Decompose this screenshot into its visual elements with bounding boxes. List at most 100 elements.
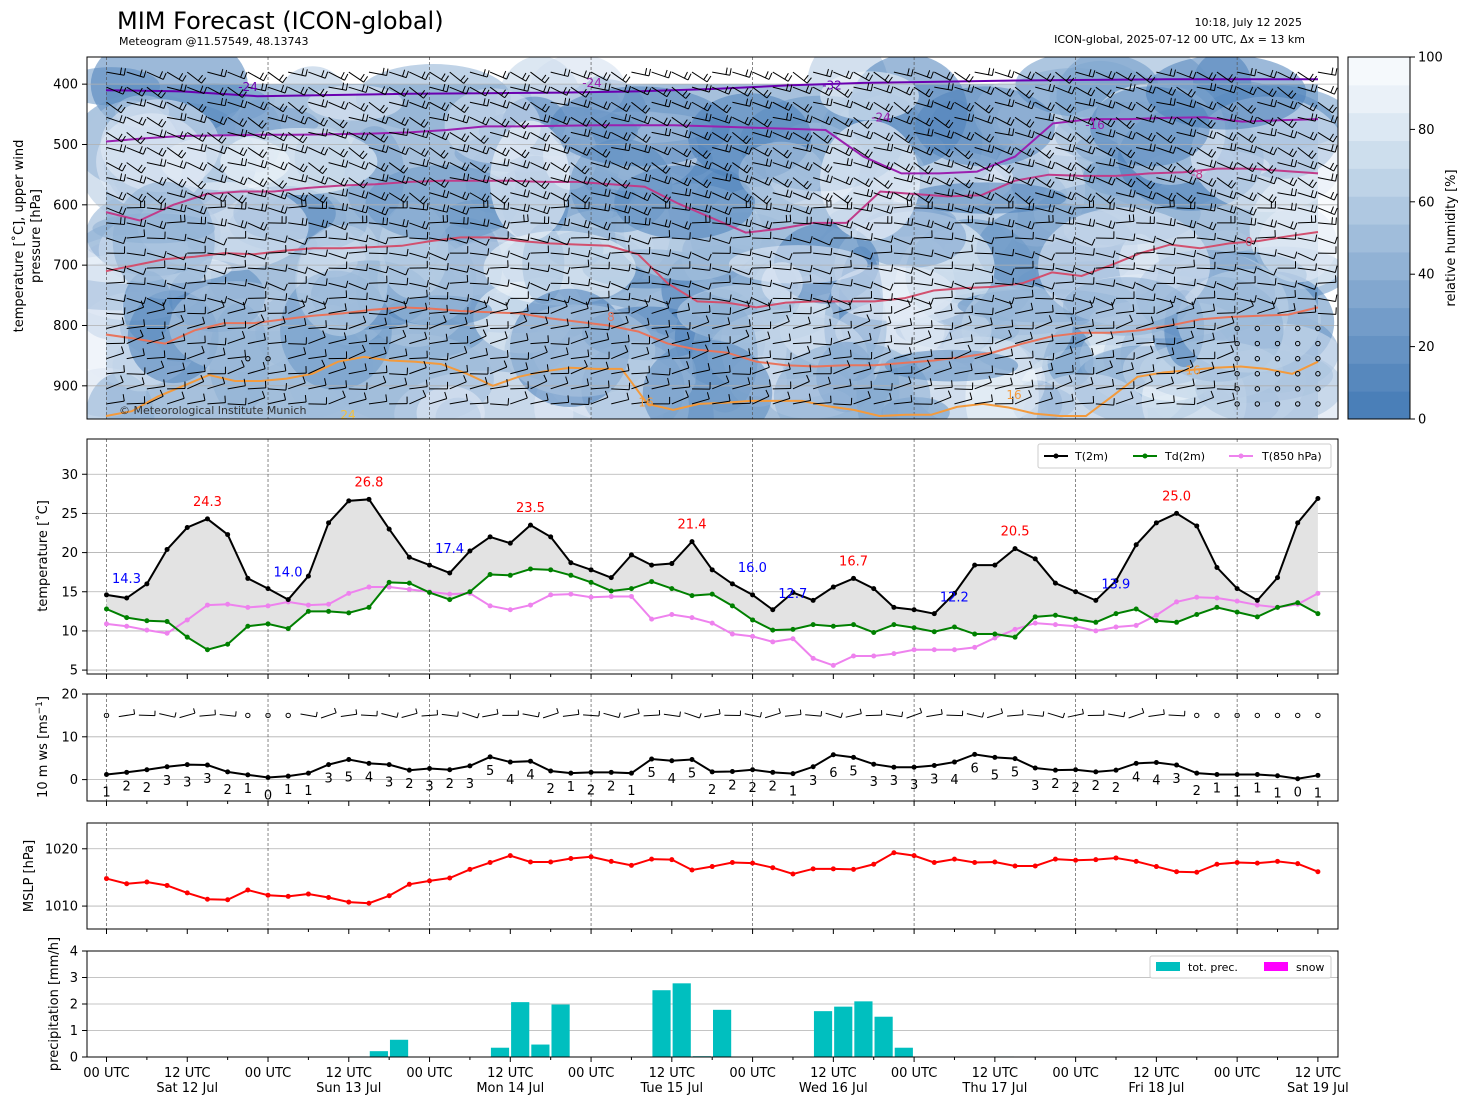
surface-wind-barb bbox=[1047, 712, 1066, 719]
series-td2m-point bbox=[527, 566, 533, 572]
wind-barb bbox=[389, 277, 409, 286]
humidity-cell bbox=[642, 339, 773, 419]
wind-barb bbox=[873, 282, 894, 291]
surface-wind-barb bbox=[1087, 710, 1105, 717]
isotherm-label: 16 bbox=[638, 396, 653, 410]
wind-barb bbox=[1277, 159, 1298, 168]
wind-barb bbox=[510, 281, 531, 289]
wind-barb bbox=[772, 282, 793, 290]
wind-barb bbox=[267, 235, 288, 243]
wind-barb bbox=[227, 320, 247, 329]
precip-bar bbox=[551, 1004, 570, 1057]
wind-barb bbox=[812, 132, 833, 144]
wind-barb bbox=[409, 71, 430, 81]
wind-barb bbox=[1277, 251, 1298, 259]
wind-barb bbox=[207, 199, 226, 209]
wind-barb bbox=[126, 162, 146, 174]
wind-barb bbox=[126, 218, 147, 228]
wind-barb bbox=[1237, 217, 1257, 226]
wind-barb bbox=[530, 245, 549, 254]
wind-barb bbox=[550, 366, 570, 375]
chart-title: MIM Forecast (ICON-global) bbox=[117, 7, 444, 35]
wind-barb bbox=[974, 86, 995, 95]
wind-barb bbox=[227, 201, 247, 210]
wind-barb bbox=[1035, 304, 1054, 314]
humidity-cell bbox=[961, 283, 1073, 372]
wind-barb bbox=[1075, 162, 1095, 174]
series-t2m-point bbox=[709, 567, 715, 573]
wind-barb bbox=[287, 101, 307, 114]
wind-barb bbox=[1196, 116, 1216, 129]
wind-barb bbox=[267, 101, 288, 113]
wind-barb bbox=[126, 296, 147, 305]
wind-barb bbox=[692, 382, 711, 390]
series-td2m-point bbox=[265, 621, 271, 627]
wind-barb bbox=[489, 297, 510, 306]
wind-barb bbox=[267, 161, 288, 171]
wind-barb bbox=[1055, 316, 1074, 329]
wind-barb bbox=[146, 331, 165, 345]
windspeed-point bbox=[124, 769, 130, 775]
calm-marker bbox=[1274, 325, 1281, 332]
y-tick-label: 3 bbox=[70, 971, 78, 986]
windspeed-label: 2 bbox=[123, 779, 131, 794]
y-tick-label: 1 bbox=[70, 1024, 78, 1039]
wind-barb bbox=[1156, 218, 1176, 227]
windspeed-label: 2 bbox=[748, 781, 756, 796]
wind-barb bbox=[1115, 71, 1136, 82]
mslp-point bbox=[568, 856, 574, 862]
wind-barb bbox=[308, 359, 326, 375]
wind-barb bbox=[510, 203, 530, 213]
wind-barb bbox=[550, 299, 568, 314]
wind-barb bbox=[651, 162, 671, 174]
wind-barb bbox=[974, 237, 995, 245]
wind-barb bbox=[1095, 279, 1116, 287]
wind-barb bbox=[348, 392, 367, 405]
wind-barb bbox=[732, 132, 752, 145]
wind-barb bbox=[1216, 334, 1236, 345]
wind-barb bbox=[913, 116, 934, 127]
wind-barb bbox=[732, 200, 751, 209]
series-td2m-point bbox=[750, 617, 756, 623]
wind-barb bbox=[914, 397, 933, 405]
wind-barb bbox=[1014, 147, 1035, 157]
wind-barb bbox=[1297, 204, 1318, 213]
wind-barb bbox=[106, 294, 126, 302]
wind-barb bbox=[1135, 374, 1153, 390]
wind-barb bbox=[631, 144, 652, 154]
wind-barb bbox=[570, 86, 591, 98]
wind-barb bbox=[409, 100, 430, 110]
wind-barb bbox=[974, 162, 995, 172]
windspeed-label: 2 bbox=[446, 777, 454, 792]
wind-barb bbox=[449, 85, 470, 95]
calm-marker bbox=[1234, 355, 1240, 362]
time-tick-label: 12 UTC bbox=[326, 1066, 372, 1081]
wind-barb bbox=[348, 344, 366, 360]
wind-barb bbox=[267, 293, 288, 301]
wind-barb bbox=[328, 203, 348, 212]
wind-barb bbox=[1156, 116, 1177, 125]
series-t2m-point bbox=[689, 539, 695, 545]
windspeed-label: 1 bbox=[1314, 786, 1322, 801]
wind-barb bbox=[389, 396, 408, 405]
series-t2m-point bbox=[1153, 520, 1159, 526]
wind-barb bbox=[994, 162, 1014, 174]
wind-barb bbox=[1115, 314, 1133, 329]
wind-barb bbox=[187, 162, 207, 171]
wind-barb bbox=[1034, 147, 1055, 159]
wind-barb bbox=[1055, 274, 1074, 284]
wind-barb bbox=[591, 261, 610, 270]
wind-barb bbox=[328, 261, 348, 269]
wind-barb bbox=[308, 146, 329, 156]
wind-barb bbox=[126, 175, 147, 184]
wind-barb bbox=[368, 86, 389, 95]
wind-barb bbox=[772, 252, 793, 261]
wind-barb bbox=[1075, 218, 1096, 227]
wind-barb bbox=[812, 237, 833, 246]
wind-barb bbox=[1176, 162, 1196, 175]
calm-marker bbox=[1254, 712, 1261, 719]
wind-barb bbox=[1257, 146, 1278, 156]
wind-barb bbox=[1176, 147, 1197, 156]
wind-barb bbox=[732, 162, 752, 174]
wind-barb bbox=[934, 232, 954, 241]
